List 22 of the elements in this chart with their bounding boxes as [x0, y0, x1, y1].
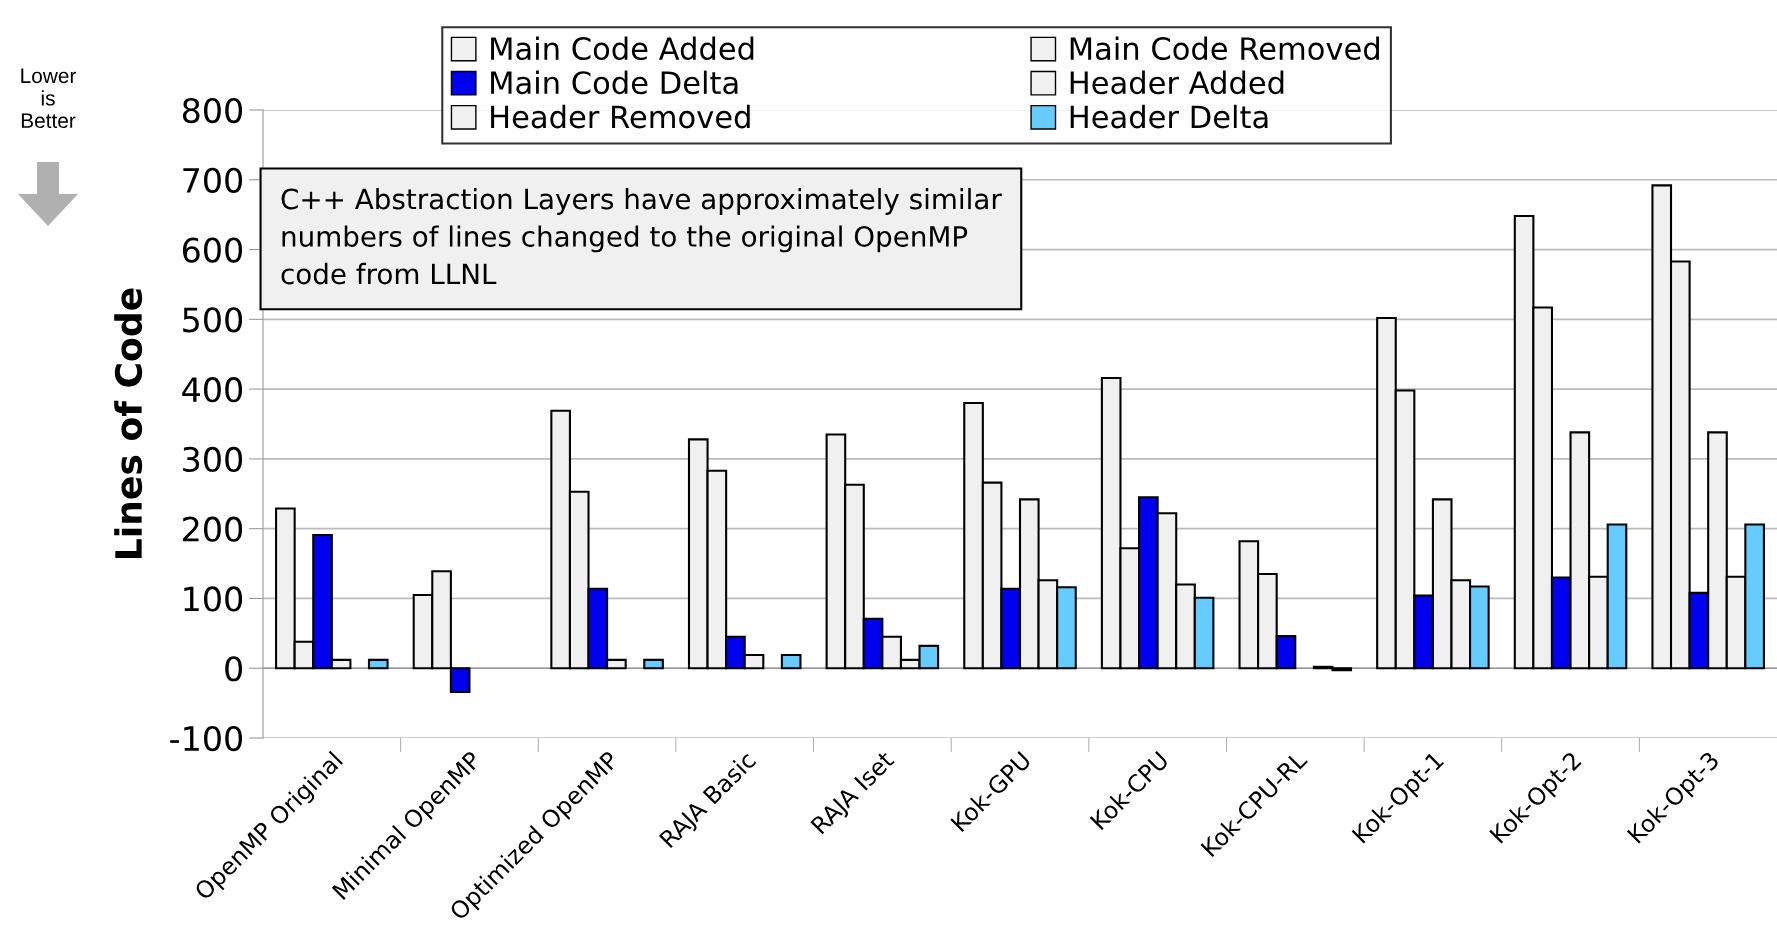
- y-tick-label: 600: [182, 237, 243, 263]
- y-tick-label: 400: [182, 377, 243, 403]
- bar: [643, 658, 664, 670]
- annotation: C++ Abstraction Layers have approximately similar numbers of lines changed to the original OpenMP code from LLNL: [281, 188, 1002, 285]
- bar: [780, 653, 802, 670]
- y-tick-label: 500: [183, 307, 243, 333]
- text: Lower is Better: [21, 68, 77, 129]
- legend-label: Main Code Added: [491, 36, 754, 61]
- y-tick-label: 0: [225, 656, 243, 682]
- y-tick-label: 700: [183, 167, 243, 193]
- legend-label: Main Code Removed: [1070, 36, 1379, 61]
- y-tick-label: 800: [182, 97, 243, 124]
- y-tick-label: 100: [184, 586, 243, 612]
- legend-label: Main Code Delta: [491, 70, 738, 95]
- y-tick-label: -100: [170, 725, 243, 752]
- y-tick-label: 300: [183, 446, 243, 473]
- legend-label: Header Added: [1070, 70, 1284, 95]
- bar: [367, 658, 389, 670]
- y-axis-title: Lines of Code: [114, 288, 143, 558]
- legend-label: Header Delta: [1070, 104, 1268, 129]
- y-tick-label: 200: [183, 516, 243, 542]
- legend-label: Header Removed: [491, 104, 750, 129]
